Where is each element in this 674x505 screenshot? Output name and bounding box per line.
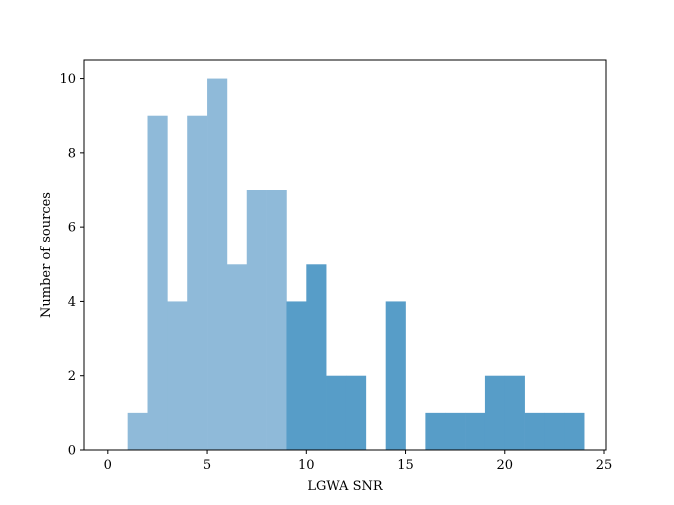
histogram-bar <box>286 301 307 450</box>
histogram-bar <box>345 375 367 450</box>
y-tick-label: 4 <box>68 295 76 310</box>
y-axis-label: Number of sources <box>39 192 54 318</box>
x-axis-label: LGWA SNR <box>307 479 384 494</box>
y-tick-label: 10 <box>59 72 76 87</box>
x-tick-label: 20 <box>497 458 514 473</box>
histogram-bar <box>564 412 585 450</box>
histogram-bar <box>207 78 228 450</box>
histogram-bar <box>504 375 525 450</box>
y-tick-label: 2 <box>68 369 76 384</box>
histogram-bar <box>306 264 327 450</box>
x-tick-label: 5 <box>203 458 211 473</box>
histogram-bar <box>187 115 208 451</box>
x-tick-label: 10 <box>298 458 315 473</box>
histogram-bar <box>544 412 565 450</box>
histogram-bar <box>326 375 347 450</box>
histogram-bar <box>484 375 506 450</box>
histogram-bar <box>127 412 148 450</box>
y-tick-label: 8 <box>68 146 76 161</box>
histogram-bar <box>246 190 267 450</box>
x-tick-label: 15 <box>397 458 414 473</box>
histogram-bar <box>425 412 446 450</box>
y-tick-label: 6 <box>68 221 76 236</box>
histogram-bar <box>167 301 188 450</box>
x-tick-label: 0 <box>104 458 112 473</box>
histogram-bar <box>524 412 545 450</box>
histogram-bars <box>127 78 585 451</box>
histogram-bar <box>147 115 168 451</box>
histogram-bar <box>385 301 406 450</box>
plot-frame <box>83 59 607 451</box>
x-tick-label: 25 <box>596 458 613 473</box>
histogram-bar <box>226 264 248 450</box>
histogram-bar <box>266 190 287 450</box>
x-axis-ticks: 0 5 10 15 20 25 <box>104 450 613 473</box>
y-axis-ticks: 0 2 4 6 8 10 <box>59 72 84 459</box>
histogram-bar <box>465 412 486 450</box>
histogram-bar <box>445 412 466 450</box>
y-tick-label: 0 <box>68 444 76 459</box>
